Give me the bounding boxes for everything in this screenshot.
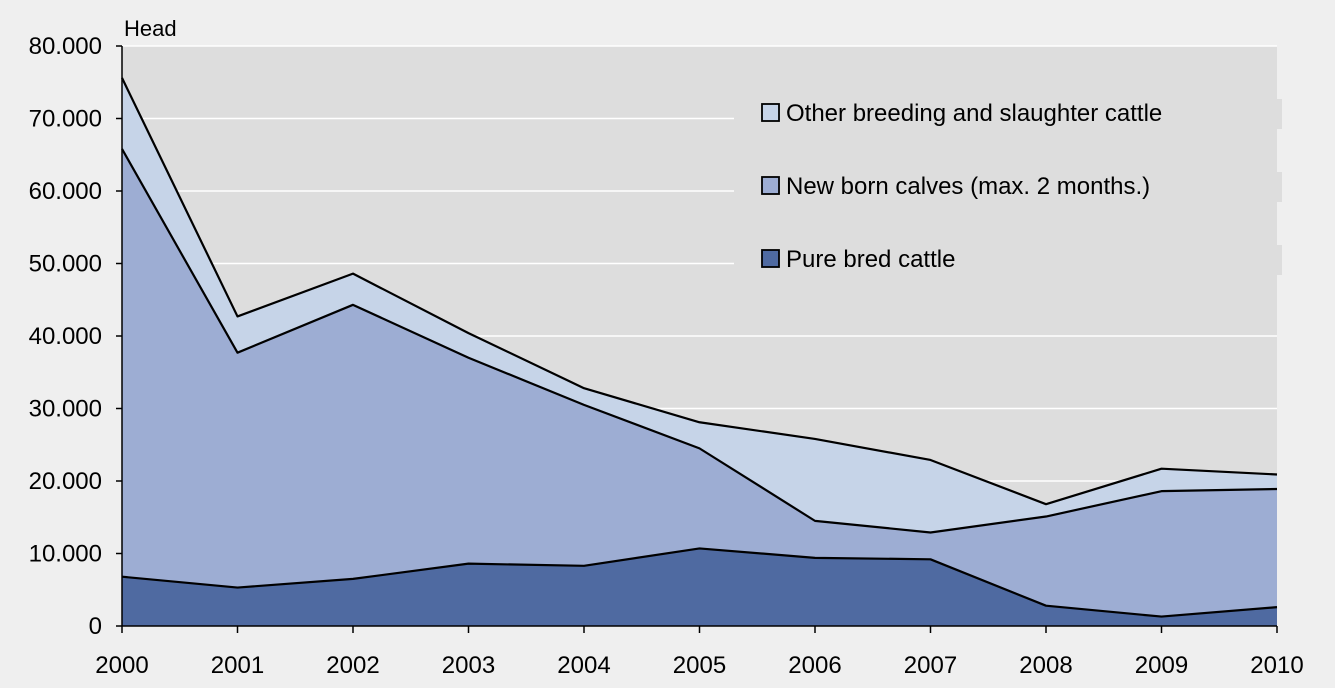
y-tick-label: 30.000: [29, 396, 102, 423]
y-tick-label: 20.000: [29, 468, 102, 495]
x-tick-label: 2007: [904, 652, 957, 679]
x-tick-label: 2003: [442, 652, 495, 679]
area-new-born-calves-max-2-months: [122, 148, 1277, 617]
area-pure-bred-cattle: [122, 548, 1277, 626]
legend-swatch-pure-bred-cattle: [761, 249, 780, 268]
outline-pure-bred-cattle: [121, 547, 1278, 618]
y-tick-label: 70.000: [29, 106, 102, 133]
legend-label-pure-bred-cattle: Pure bred cattle: [786, 246, 955, 273]
y-tick-label: 60.000: [29, 178, 102, 205]
y-tick-label: 0: [89, 613, 102, 640]
legend: Other breeding and slaughter cattle New b…: [734, 99, 1282, 275]
area-other-breeding-and-slaughter-cattle: [122, 77, 1277, 533]
legend-label-new-born-calves-max-2-months: New born calves (max. 2 months.): [786, 173, 1150, 200]
legend-entry-background: [734, 99, 1282, 129]
legend-label-other-breeding-and-slaughter-cattle: Other breeding and slaughter cattle: [786, 100, 1162, 127]
x-axis: 2000 2001 2002 2003 2004 2005 2006 2007 2008 2009…: [95, 625, 1304, 679]
outline-new-born-calves-max-2-months: [121, 148, 1278, 534]
y-unit-label: Head: [124, 16, 177, 41]
area-series: [122, 77, 1277, 626]
legend-swatch-new-born-calves-max-2-months: [761, 176, 780, 195]
x-tick-label: 2005: [673, 652, 726, 679]
x-tick-label: 2009: [1135, 652, 1188, 679]
y-tick-label: 50.000: [29, 251, 102, 278]
series-outlines: [121, 77, 1278, 618]
y-axis: 0 10.000 20.000 30.000 40.000 50.000 60.000 70.…: [29, 33, 123, 640]
legend-swatch-other-breeding-and-slaughter-cattle: [761, 103, 780, 122]
x-tick-label: 2010: [1250, 652, 1303, 679]
x-tick-label: 2001: [211, 652, 264, 679]
y-tick-label: 10.000: [29, 541, 102, 568]
y-tick-label: 40.000: [29, 323, 102, 350]
outline-other-breeding-and-slaughter-cattle: [121, 77, 1278, 506]
x-tick-label: 2006: [788, 652, 841, 679]
x-tick-label: 2008: [1019, 652, 1072, 679]
x-tick-label: 2002: [326, 652, 379, 679]
legend-entry-background: [734, 172, 1282, 202]
y-tick-label: 80.000: [29, 33, 102, 60]
legend-entry-background: [734, 245, 1282, 275]
x-tick-label: 2000: [95, 652, 148, 679]
x-tick-label: 2004: [557, 652, 610, 679]
